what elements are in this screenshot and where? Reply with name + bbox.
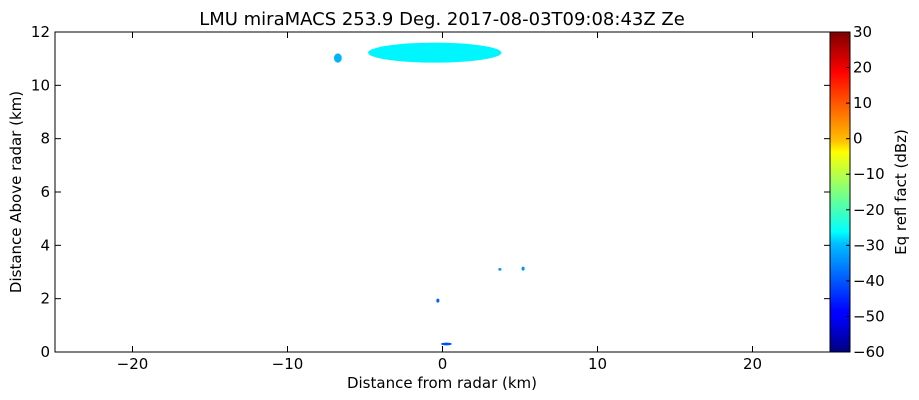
echo-region: [440, 342, 452, 346]
x-tick-label: 20: [743, 355, 762, 373]
y-axis-label: Distance Above radar (km): [7, 91, 25, 293]
y-tick-label: 4: [40, 236, 50, 254]
x-tick-label: 10: [588, 355, 607, 373]
echo-region: [498, 268, 502, 271]
colorbar-tick-label: −30: [853, 236, 885, 254]
colorbar-axis: −60 −50 −40 −30 −20 −10 0 10 20 30: [846, 23, 885, 361]
colorbar-tick-label: 10: [853, 94, 872, 112]
y-tick-label: 8: [40, 130, 50, 148]
y-tick-label: 10: [31, 76, 50, 94]
y-tick-label: 6: [40, 183, 50, 201]
chart-title: LMU miraMACS 253.9 Deg. 2017-08-03T09:08…: [199, 9, 685, 30]
x-axis: −20 −10 0 10 20: [117, 32, 762, 373]
colorbar-tick-label: −20: [853, 201, 885, 219]
y-axis: 0 2 4 6 8 10 12: [31, 23, 830, 361]
x-tick-label: −10: [272, 355, 304, 373]
echo-region: [334, 53, 342, 63]
colorbar-tick-label: −50: [853, 307, 885, 325]
colorbar-tick-label: 20: [853, 59, 872, 77]
colorbar-tick-label: −60: [853, 343, 885, 361]
echo-region: [368, 42, 502, 63]
y-tick-label: 12: [31, 23, 50, 41]
y-tick-label: 0: [40, 343, 50, 361]
x-tick-label: 0: [438, 355, 448, 373]
echo-region: [436, 298, 440, 303]
colorbar-tick-label: 30: [853, 23, 872, 41]
x-tick-label: −20: [117, 355, 149, 373]
y-tick-label: 2: [40, 290, 50, 308]
colorbar-tick-label: −40: [853, 272, 885, 290]
plot-area: [55, 32, 830, 352]
colorbar-tick-label: 0: [853, 130, 863, 148]
colorbar-label: Eq refl fact (dBz): [892, 129, 910, 255]
echo-layer: [334, 42, 525, 346]
colorbar: [829, 31, 851, 353]
x-axis-label: Distance from radar (km): [347, 374, 537, 392]
echo-region: [521, 266, 525, 271]
colorbar-tick-label: −10: [853, 165, 885, 183]
